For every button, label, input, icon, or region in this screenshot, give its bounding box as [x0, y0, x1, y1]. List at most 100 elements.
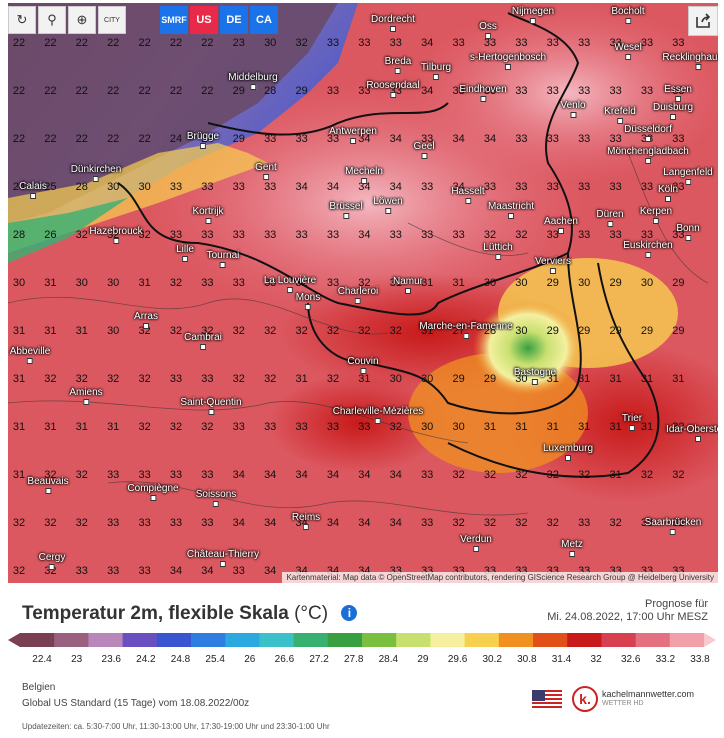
- scale-tick-label: 26.6: [274, 654, 295, 665]
- city-label[interactable]: Gent: [255, 162, 277, 180]
- city-label[interactable]: Maastricht: [488, 201, 534, 219]
- model-button-de[interactable]: DE: [220, 6, 248, 34]
- map-attribution[interactable]: Kartenmaterial: Map data © OpenStreetMap…: [282, 572, 718, 583]
- city-label[interactable]: Düren: [596, 209, 623, 227]
- city-label[interactable]: Calais: [19, 181, 47, 199]
- scale-swatch: [293, 633, 329, 647]
- city-label[interactable]: Euskirchen: [623, 240, 672, 258]
- city-label[interactable]: Bonn: [676, 223, 699, 241]
- city-label[interactable]: s-Hertogenbosch: [470, 52, 546, 70]
- info-icon[interactable]: i: [341, 605, 358, 621]
- city-label[interactable]: Tournai: [207, 250, 240, 268]
- city-label[interactable]: Lüttich: [483, 242, 512, 260]
- city-label[interactable]: Reims: [292, 512, 320, 530]
- scale-swatch: [498, 633, 534, 647]
- city-label[interactable]: Charleroi: [338, 286, 379, 304]
- city-label[interactable]: Couvin: [347, 356, 378, 374]
- scale-tick-label: 33.2: [655, 654, 676, 665]
- scale-tick-label: 23.6: [101, 654, 121, 665]
- city-label[interactable]: Château-Thierry: [187, 549, 259, 567]
- city-label[interactable]: Hazebrouck: [89, 226, 142, 244]
- city-label[interactable]: Antwerpen: [329, 126, 377, 144]
- city-label[interactable]: Cambrai: [184, 332, 222, 350]
- city-label[interactable]: Abbeville: [10, 346, 51, 364]
- city-label[interactable]: Duisburg: [653, 102, 693, 120]
- city-label[interactable]: Lille: [176, 244, 194, 262]
- city-label[interactable]: Compiègne: [127, 483, 178, 501]
- city-label[interactable]: Langenfeld: [663, 167, 713, 185]
- scale-tick-label: 28.4: [378, 654, 399, 665]
- city-label[interactable]: Mons: [296, 292, 320, 310]
- city-label[interactable]: Aachen: [544, 216, 578, 234]
- city-label[interactable]: Eindhoven: [459, 84, 506, 102]
- brand-logo[interactable]: k. kachelmannwetter.com WETTER HD: [572, 686, 694, 712]
- city-label[interactable]: Geel: [413, 141, 434, 159]
- city-label[interactable]: Mönchengladbach: [607, 146, 689, 164]
- city-label[interactable]: Verdun: [460, 534, 492, 552]
- city-label[interactable]: Soissons: [196, 489, 237, 507]
- city-label[interactable]: Idar-Oberstein: [666, 424, 718, 442]
- zoom-icon: ⊕: [76, 12, 88, 27]
- city-label[interactable]: Recklinghausen: [662, 52, 718, 70]
- city-label[interactable]: Cergy: [39, 552, 66, 570]
- city-label[interactable]: Amiens: [69, 387, 102, 405]
- share-button[interactable]: [688, 6, 718, 36]
- brand-name: kachelmannwetter.com: [602, 689, 695, 699]
- city-label[interactable]: Saint-Quentin: [180, 397, 241, 415]
- scale-tick-label: 24.8: [170, 654, 191, 665]
- city-label[interactable]: Roosendaal: [366, 80, 419, 98]
- city-label[interactable]: Mecheln: [345, 166, 383, 184]
- city-label[interactable]: Verviers: [535, 256, 571, 274]
- city-label[interactable]: Namur: [393, 276, 423, 294]
- city-toggle-button[interactable]: CITY: [98, 6, 126, 34]
- model-button-us[interactable]: US: [190, 6, 218, 34]
- city-label[interactable]: Middelburg: [228, 72, 277, 90]
- city-label[interactable]: Düsseldorf: [624, 124, 672, 142]
- scale-swatch: [122, 633, 158, 647]
- scale-swatch: [430, 633, 466, 647]
- city-label[interactable]: Luxemburg: [543, 443, 593, 461]
- model-meta: Belgien Global US Standard (15 Tage) vom…: [22, 680, 249, 712]
- city-label[interactable]: Trier: [622, 413, 642, 431]
- weather-map[interactable]: 22 22 22 22 22 22 22 23 30 32 33 33 33 34 33 33 33 33 33 33…: [8, 3, 718, 583]
- city-label[interactable]: Saarbrücken: [645, 517, 702, 535]
- city-label[interactable]: Bocholt: [611, 6, 644, 24]
- city-label[interactable]: Köln: [658, 184, 678, 202]
- city-label[interactable]: Kerpen: [640, 206, 672, 224]
- scale-tick-label: 30.2: [482, 654, 502, 665]
- city-label[interactable]: Oss: [479, 21, 497, 39]
- city-label[interactable]: Hasselt: [451, 186, 484, 204]
- scale-swatch: [601, 633, 637, 647]
- city-label[interactable]: Metz: [561, 539, 583, 557]
- city-label[interactable]: Bastogne: [514, 367, 556, 385]
- city-label[interactable]: La Louvière: [264, 275, 316, 293]
- us-flag-icon: [532, 690, 562, 710]
- city-label[interactable]: Wesel: [614, 42, 642, 60]
- model-button-smrf[interactable]: SMRF: [160, 6, 188, 34]
- city-label[interactable]: Tilburg: [421, 62, 451, 80]
- refresh-button[interactable]: ↻: [8, 6, 36, 34]
- city-label[interactable]: Beauvais: [27, 476, 68, 494]
- city-label[interactable]: Essen: [664, 84, 692, 102]
- city-label[interactable]: Krefeld: [604, 106, 636, 124]
- model-button-ca[interactable]: CA: [250, 6, 278, 34]
- city-label[interactable]: Brügge: [187, 131, 219, 149]
- update-times: Updatezeiten: ca. 5:30-7:00 Uhr, 11:30-1…: [22, 722, 330, 731]
- zoom-button[interactable]: ⊕: [68, 6, 96, 34]
- scale-swatch: [20, 633, 55, 647]
- city-label[interactable]: Löwen: [373, 196, 402, 214]
- city-label[interactable]: Marche-en-Famenne: [419, 321, 512, 339]
- scale-tick-label: 23: [71, 654, 83, 665]
- map-toolbar: ↻ ⚲ ⊕ CITY: [8, 6, 126, 34]
- city-label[interactable]: Charleville-Mézières: [333, 406, 424, 424]
- city-label[interactable]: Venlo: [560, 100, 585, 118]
- city-label[interactable]: Arras: [134, 311, 158, 329]
- city-label[interactable]: Breda: [385, 56, 412, 74]
- city-label[interactable]: Dordrecht: [371, 14, 415, 32]
- forecast-label: Prognose für: [645, 598, 708, 610]
- city-label[interactable]: Kortrijk: [192, 206, 223, 224]
- city-label[interactable]: Brüssel: [329, 201, 362, 219]
- city-label[interactable]: Dünkirchen: [71, 164, 122, 182]
- city-label[interactable]: Nijmegen: [512, 6, 554, 24]
- location-button[interactable]: ⚲: [38, 6, 66, 34]
